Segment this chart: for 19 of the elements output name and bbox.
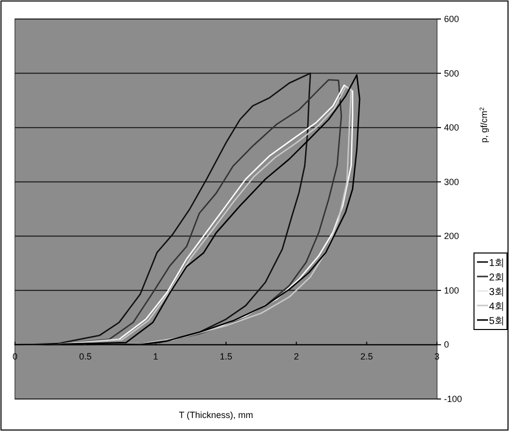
y-tick-label: -100 (444, 394, 462, 404)
x-tick-label: 1.5 (220, 352, 232, 362)
y-tick-label: 0 (444, 340, 450, 350)
x-axis-title: T (Thickness), mm (178, 410, 254, 420)
x-tick-label: 2.5 (360, 352, 373, 362)
legend-label: 5회 (489, 316, 505, 327)
y-tick-label: 100 (444, 285, 460, 296)
x-tick-label: 1 (153, 352, 158, 362)
text: 3회 (489, 287, 505, 298)
x-tick-label: 2 (294, 352, 299, 362)
y-tick-label: 300 (444, 176, 460, 187)
legend-label: 2회 (489, 272, 505, 284)
x-tick-label: 0.5 (79, 352, 92, 362)
y-tick-label: 600 (444, 14, 460, 24)
y-tick-label: 500 (444, 68, 460, 78)
legend-label: 1회 (489, 258, 505, 269)
y-tick-label: 200 (444, 231, 460, 242)
legend-label: 4회 (489, 302, 505, 312)
y-tick-label: 400 (444, 122, 460, 133)
